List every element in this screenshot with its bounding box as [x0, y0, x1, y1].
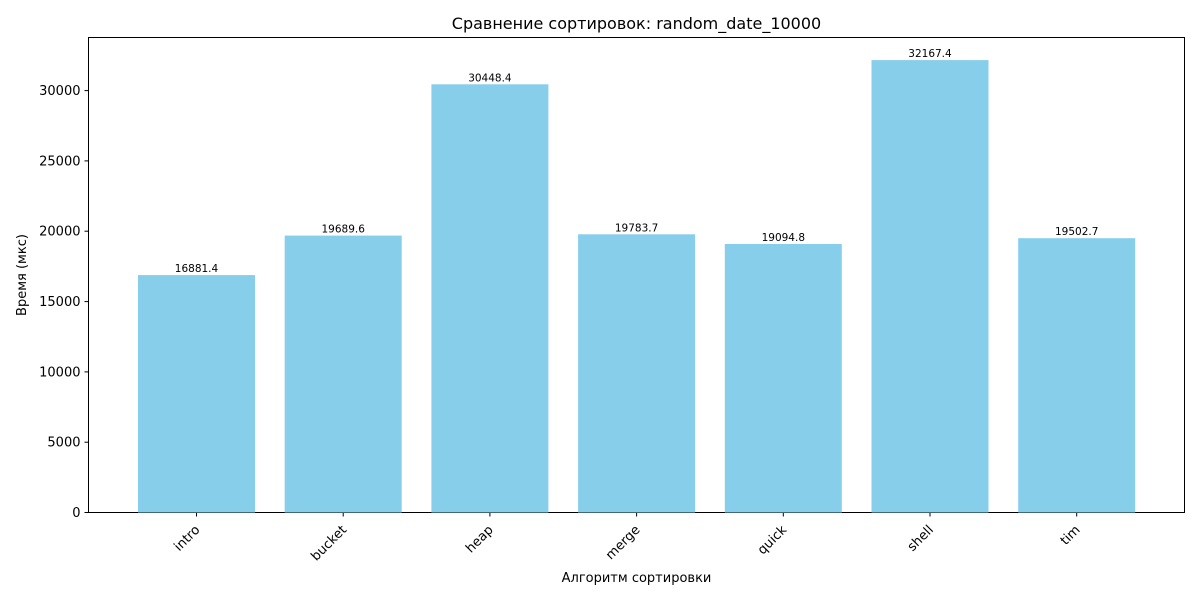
bar-value-label: 32167.4 — [908, 48, 952, 60]
y-tick-label: 5000 — [47, 436, 80, 451]
bar-value-label: 19689.6 — [321, 224, 365, 236]
bar-tim — [1018, 238, 1136, 513]
y-axis: 0 5000 10000 15000 20000 25000 30000 — [39, 84, 89, 521]
bar-merge — [578, 234, 696, 513]
y-tick-label: 20000 — [39, 225, 80, 240]
bar-shell — [871, 60, 989, 513]
x-tick-label: intro — [172, 523, 204, 555]
bar-bucket — [284, 235, 402, 513]
y-tick-label: 10000 — [39, 365, 80, 380]
bar-value-label: 19783.7 — [615, 222, 658, 234]
data-labels-group: 16881.4 19689.6 30448.4 19783.7 19094.8 32167… — [175, 48, 1099, 275]
bar-value-label: 19502.7 — [1055, 226, 1098, 238]
bar-intro — [138, 275, 255, 513]
bars-group — [138, 60, 1136, 513]
x-tick-label: shell — [905, 523, 937, 555]
y-tick-label: 15000 — [39, 295, 80, 310]
chart-title: Сравнение сортировок: random_date_10000 — [452, 14, 821, 34]
x-tick-label: quick — [755, 522, 791, 558]
y-tick-label: 0 — [72, 506, 80, 521]
bar-quick — [724, 244, 842, 513]
y-tick-label: 30000 — [39, 84, 80, 99]
y-tick-label: 25000 — [39, 154, 80, 169]
x-tick-label: heap — [463, 523, 497, 557]
bar-heap — [431, 84, 549, 513]
x-tick-label: tim — [1058, 523, 1084, 549]
x-tick-label: merge — [603, 523, 643, 563]
bar-value-label: 16881.4 — [175, 263, 219, 275]
x-axis-label: Алгоритм сортировки — [562, 571, 712, 586]
x-tick-label: bucket — [308, 523, 350, 565]
y-axis-label: Время (мкс) — [15, 234, 30, 316]
x-axis: intro bucket heap merge quick shell tim — [172, 512, 1084, 565]
bar-value-label: 19094.8 — [762, 232, 805, 244]
bar-value-label: 30448.4 — [468, 72, 512, 84]
